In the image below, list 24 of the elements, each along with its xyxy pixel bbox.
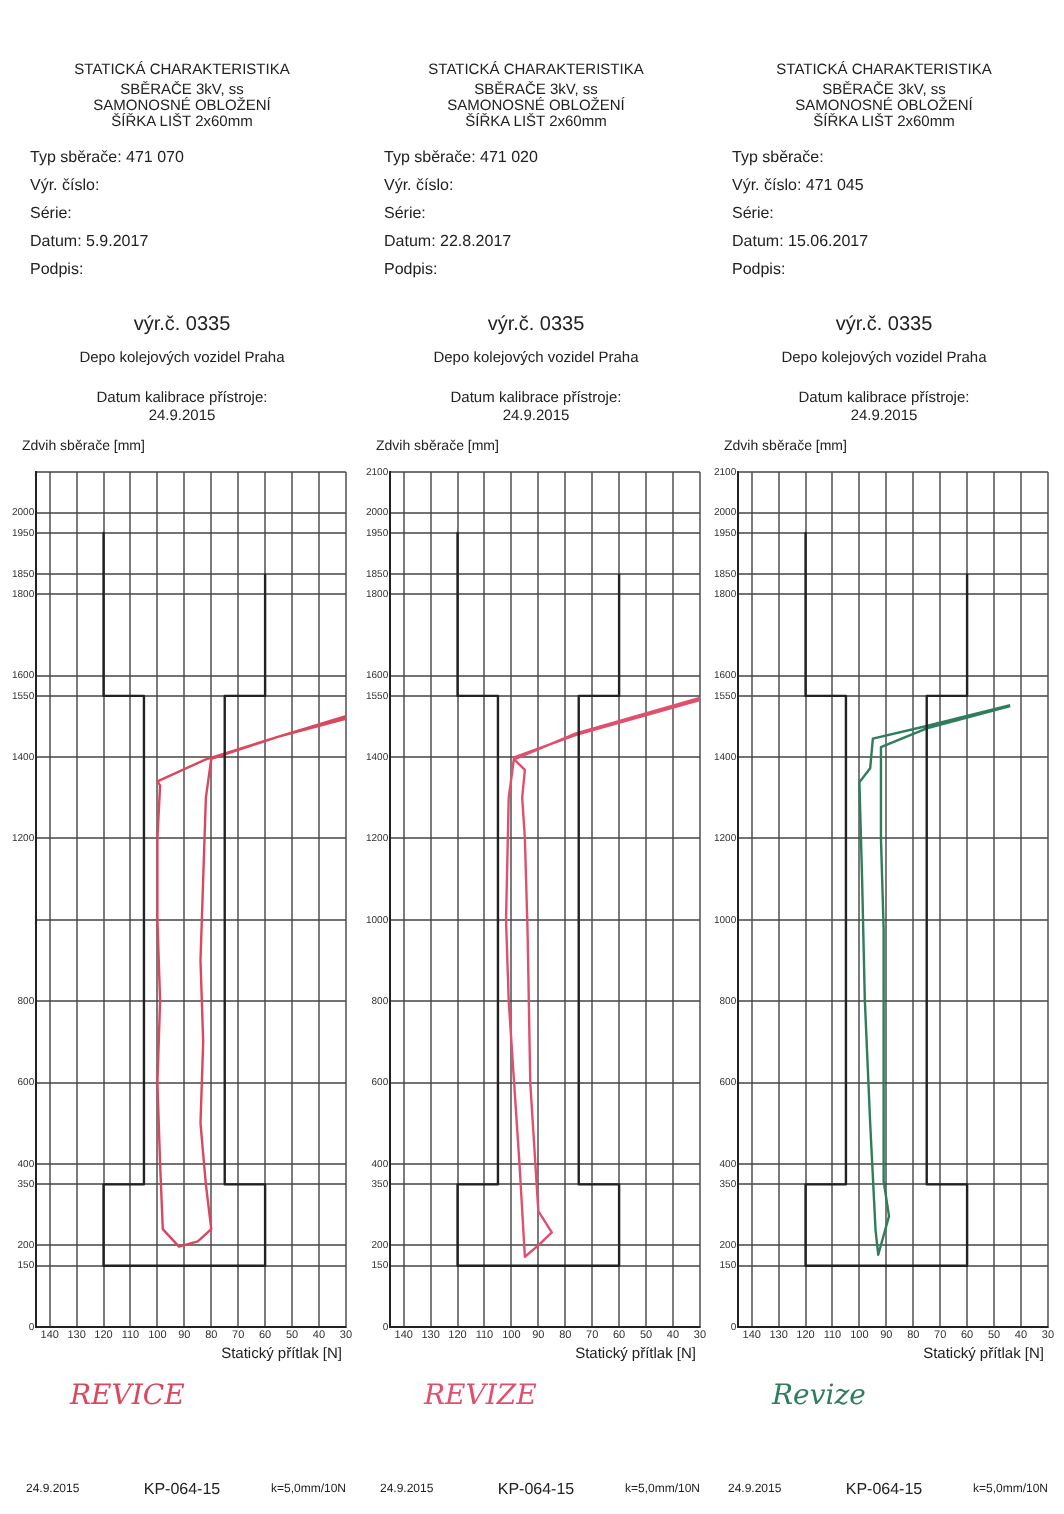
text: Typ sběrače: 471 020 [384,148,538,166]
text: Typ sběrače: 471 070 [30,148,184,166]
text: Série: [30,204,72,222]
text: Revize [772,1380,866,1412]
text: Datum: 22.8.2017 [384,232,512,250]
text: Podpis: [384,260,438,278]
text: KP-064-15 [143,1480,221,1498]
text: Série: [732,204,774,222]
text: Série: [384,204,426,222]
text: REVICE [70,1380,185,1412]
text: Datum: 15.06.2017 [732,232,869,250]
text: REVIZE [424,1380,537,1412]
text: Výr. číslo: 471 045 [732,176,864,194]
text: výr.č. 0335 [131,314,233,336]
text: výr.č. 0335 [485,314,587,336]
text: KP-064-15 [845,1480,923,1498]
text: Datum: 5.9.2017 [30,232,149,250]
text: Typ sběrače: [732,148,824,166]
text: Výr. číslo: [30,176,100,194]
text: Výr. číslo: [384,176,454,194]
text: KP-064-15 [497,1480,575,1498]
text: výr.č. 0335 [833,314,935,336]
text: Podpis: [30,260,84,278]
text: Podpis: [732,260,786,278]
